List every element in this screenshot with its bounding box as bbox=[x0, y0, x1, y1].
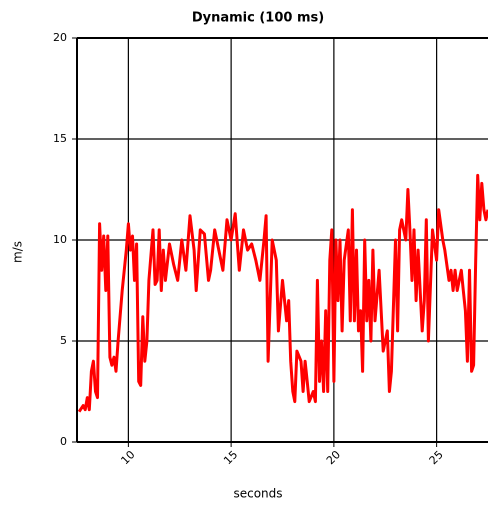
y-tick-label: 15 bbox=[53, 132, 67, 145]
y-tick-label: 0 bbox=[60, 435, 67, 448]
x-tick-label: 20 bbox=[324, 448, 343, 467]
y-axis-label: m/s bbox=[11, 241, 25, 263]
x-axis-label: seconds bbox=[233, 487, 282, 501]
x-tick-label: 15 bbox=[221, 448, 240, 467]
x-tick-label: 10 bbox=[118, 448, 137, 467]
chart-title: Dynamic (100 ms) bbox=[192, 11, 324, 26]
data-line bbox=[77, 173, 488, 413]
x-tick-label: 25 bbox=[427, 448, 446, 467]
plot-area bbox=[77, 173, 488, 413]
y-tick-label: 5 bbox=[60, 334, 67, 347]
y-tick-label: 20 bbox=[53, 31, 67, 44]
y-tick-label: 10 bbox=[53, 233, 67, 246]
